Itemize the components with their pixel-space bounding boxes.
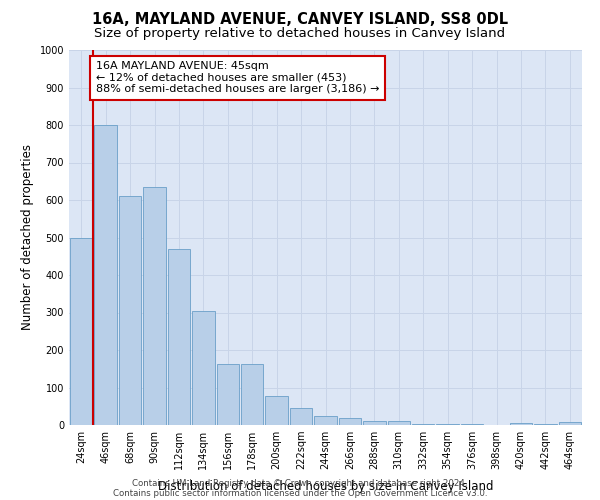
Bar bbox=[314, 416, 337, 425]
Bar bbox=[290, 408, 313, 425]
Bar bbox=[388, 421, 410, 425]
Text: Size of property relative to detached houses in Canvey Island: Size of property relative to detached ho… bbox=[94, 28, 506, 40]
Bar bbox=[241, 364, 263, 425]
X-axis label: Distribution of detached houses by size in Canvey Island: Distribution of detached houses by size … bbox=[158, 480, 493, 494]
Bar bbox=[461, 424, 484, 425]
Bar bbox=[265, 396, 288, 425]
Y-axis label: Number of detached properties: Number of detached properties bbox=[21, 144, 34, 330]
Text: Contains public sector information licensed under the Open Government Licence v3: Contains public sector information licen… bbox=[113, 488, 487, 498]
Bar bbox=[94, 125, 117, 425]
Bar bbox=[338, 418, 361, 425]
Bar bbox=[143, 187, 166, 425]
Bar bbox=[192, 310, 215, 425]
Bar bbox=[509, 423, 532, 425]
Text: 16A, MAYLAND AVENUE, CANVEY ISLAND, SS8 0DL: 16A, MAYLAND AVENUE, CANVEY ISLAND, SS8 … bbox=[92, 12, 508, 28]
Bar bbox=[119, 196, 142, 425]
Bar bbox=[412, 424, 434, 425]
Text: Contains HM Land Registry data © Crown copyright and database right 2024.: Contains HM Land Registry data © Crown c… bbox=[132, 478, 468, 488]
Bar bbox=[436, 424, 459, 425]
Bar bbox=[559, 422, 581, 425]
Bar bbox=[70, 238, 92, 425]
Bar bbox=[363, 420, 386, 425]
Bar bbox=[217, 364, 239, 425]
Bar bbox=[534, 424, 557, 425]
Text: 16A MAYLAND AVENUE: 45sqm
← 12% of detached houses are smaller (453)
88% of semi: 16A MAYLAND AVENUE: 45sqm ← 12% of detac… bbox=[96, 61, 379, 94]
Bar bbox=[167, 248, 190, 425]
